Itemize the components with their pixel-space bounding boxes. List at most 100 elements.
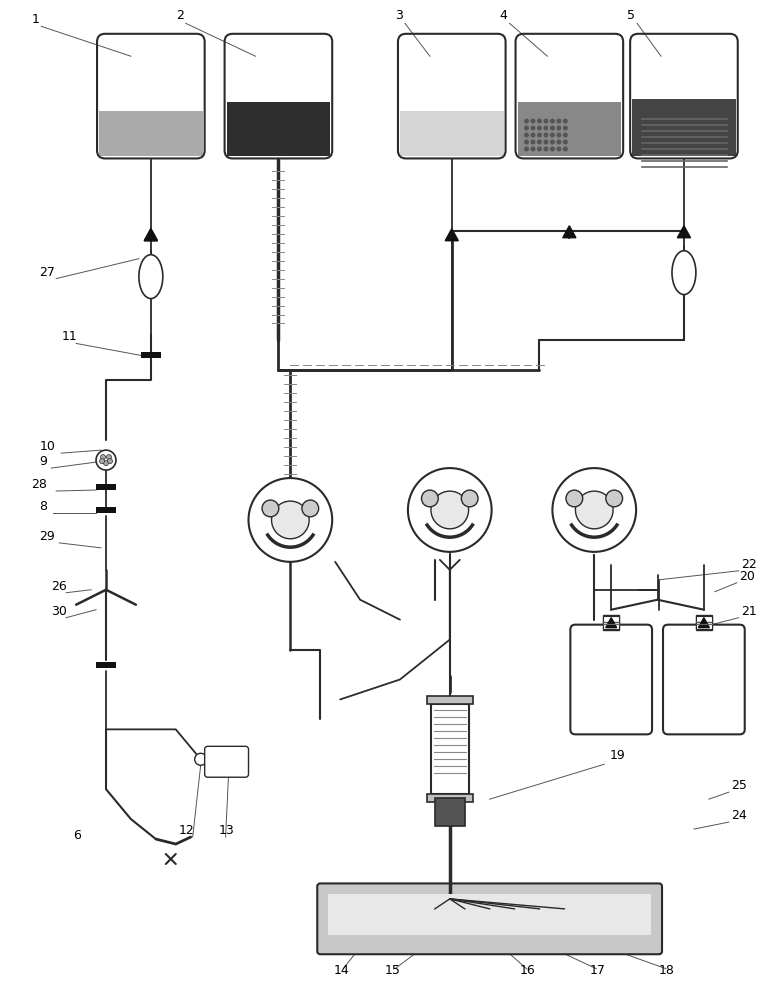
Bar xyxy=(696,615,712,630)
Text: 22: 22 xyxy=(741,558,756,571)
Bar xyxy=(96,484,116,490)
Text: 29: 29 xyxy=(39,530,55,543)
Circle shape xyxy=(195,753,206,765)
Text: 18: 18 xyxy=(659,964,675,977)
Circle shape xyxy=(566,490,583,507)
Circle shape xyxy=(408,468,492,552)
Text: 21: 21 xyxy=(741,605,756,618)
Text: 14: 14 xyxy=(333,964,349,977)
Text: 25: 25 xyxy=(731,779,746,792)
Circle shape xyxy=(262,500,279,517)
Bar xyxy=(96,662,116,668)
Ellipse shape xyxy=(672,251,696,295)
Bar xyxy=(517,102,621,156)
Circle shape xyxy=(537,133,542,138)
Circle shape xyxy=(544,133,548,138)
Text: 13: 13 xyxy=(219,824,234,837)
FancyBboxPatch shape xyxy=(570,625,652,734)
Bar xyxy=(696,616,712,629)
Bar xyxy=(427,794,473,802)
Circle shape xyxy=(249,478,332,562)
Text: 5: 5 xyxy=(627,9,635,22)
Text: 20: 20 xyxy=(738,570,755,583)
Circle shape xyxy=(302,500,319,517)
Circle shape xyxy=(576,491,613,529)
Polygon shape xyxy=(446,229,458,241)
Circle shape xyxy=(104,461,108,466)
Bar xyxy=(96,507,116,513)
Bar xyxy=(328,894,651,935)
Text: 8: 8 xyxy=(39,500,48,513)
Circle shape xyxy=(563,140,568,144)
Bar xyxy=(431,704,469,794)
Text: 1: 1 xyxy=(31,13,39,26)
Text: 17: 17 xyxy=(589,964,605,977)
Circle shape xyxy=(431,491,469,529)
Text: 12: 12 xyxy=(178,824,195,837)
Circle shape xyxy=(100,455,105,460)
Circle shape xyxy=(530,146,535,151)
Circle shape xyxy=(524,133,529,138)
Bar xyxy=(435,798,465,826)
Circle shape xyxy=(461,490,478,507)
Text: 27: 27 xyxy=(39,266,55,279)
Circle shape xyxy=(100,459,104,464)
Circle shape xyxy=(537,146,542,151)
FancyBboxPatch shape xyxy=(317,883,662,954)
Circle shape xyxy=(530,140,535,144)
FancyBboxPatch shape xyxy=(663,625,745,734)
Circle shape xyxy=(556,126,562,131)
Circle shape xyxy=(530,119,535,124)
Circle shape xyxy=(556,146,562,151)
Circle shape xyxy=(530,126,535,131)
Bar xyxy=(141,352,160,358)
Circle shape xyxy=(550,119,555,124)
Circle shape xyxy=(524,126,529,131)
Text: 4: 4 xyxy=(499,9,507,22)
Circle shape xyxy=(550,133,555,138)
Circle shape xyxy=(550,146,555,151)
Text: 11: 11 xyxy=(62,330,77,343)
Circle shape xyxy=(544,126,548,131)
Bar xyxy=(427,696,473,704)
Text: 3: 3 xyxy=(395,9,403,22)
Circle shape xyxy=(550,126,555,131)
Circle shape xyxy=(552,468,636,552)
Circle shape xyxy=(563,126,568,131)
Circle shape xyxy=(96,450,116,470)
FancyBboxPatch shape xyxy=(205,746,249,777)
Circle shape xyxy=(421,490,439,507)
Circle shape xyxy=(107,455,111,460)
Text: 24: 24 xyxy=(731,809,746,822)
Circle shape xyxy=(537,140,542,144)
Text: 30: 30 xyxy=(51,605,67,618)
Text: 26: 26 xyxy=(51,580,67,593)
Text: 19: 19 xyxy=(609,749,625,762)
Circle shape xyxy=(606,490,622,507)
Text: 6: 6 xyxy=(73,829,81,842)
Text: 16: 16 xyxy=(520,964,535,977)
Text: 15: 15 xyxy=(385,964,401,977)
Circle shape xyxy=(537,119,542,124)
Circle shape xyxy=(550,140,555,144)
Polygon shape xyxy=(606,618,617,628)
Bar xyxy=(603,616,619,629)
Circle shape xyxy=(524,140,529,144)
Ellipse shape xyxy=(139,255,163,299)
Polygon shape xyxy=(562,226,576,238)
Polygon shape xyxy=(144,229,157,241)
Text: 2: 2 xyxy=(176,9,184,22)
Bar xyxy=(632,99,735,156)
Bar xyxy=(603,615,619,630)
Text: 28: 28 xyxy=(31,478,48,491)
Circle shape xyxy=(563,146,568,151)
Polygon shape xyxy=(144,229,157,241)
Circle shape xyxy=(544,140,548,144)
Circle shape xyxy=(272,501,309,539)
Text: 10: 10 xyxy=(39,440,55,453)
Circle shape xyxy=(563,119,568,124)
Circle shape xyxy=(537,126,542,131)
Circle shape xyxy=(556,140,562,144)
Circle shape xyxy=(108,459,112,464)
Bar xyxy=(227,102,330,156)
